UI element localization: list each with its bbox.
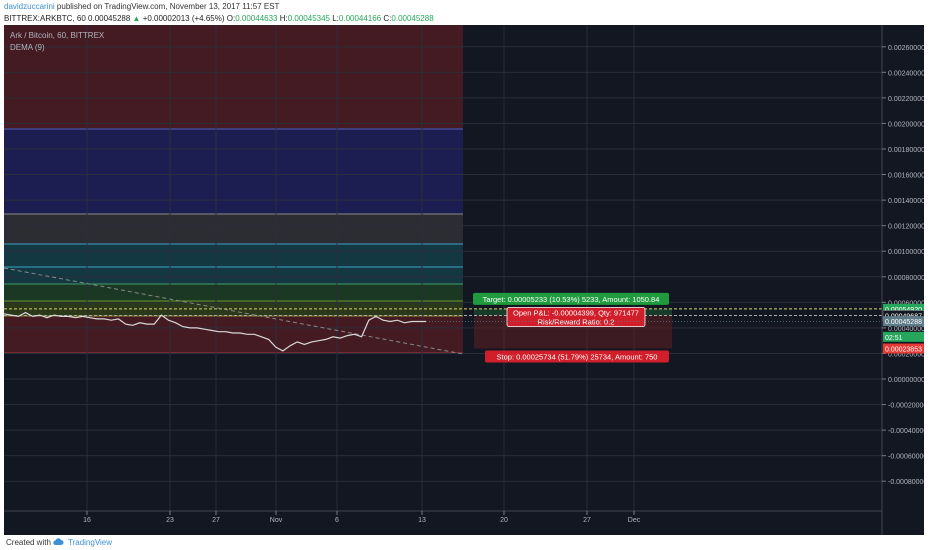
legend: Ark / Bitcoin, 60, BITTREX DEMA (9) xyxy=(10,31,105,52)
rr-label: Risk/Reward Ratio: 0.2 xyxy=(538,317,615,326)
close-label: C: xyxy=(383,14,392,23)
stop-label-bg xyxy=(485,350,669,363)
y-tick-label: 0.00020000 xyxy=(888,351,924,358)
y-tick-label: -0.00060000 xyxy=(888,454,924,461)
fib-zone-teal xyxy=(4,244,463,284)
y-tick-label: -0.00040000 xyxy=(888,428,924,435)
open-value: 0.00044633 xyxy=(235,14,278,23)
fib-retracement xyxy=(4,25,463,354)
change-text: +0.00002013 (+4.65%) xyxy=(142,14,225,23)
x-tick-label: 16 xyxy=(83,517,91,524)
symbol-text: BITTREX:ARKBTC, 60 xyxy=(4,14,86,23)
y-tick-label: 0.00240000 xyxy=(888,70,924,77)
symbol-ohlc-line: BITTREX:ARKBTC, 60 0.00045288 ▲ +0.00002… xyxy=(4,14,434,23)
y-tick-label: -0.00080000 xyxy=(888,479,924,486)
price-level-tag xyxy=(883,343,924,354)
y-tick-label: 0.00200000 xyxy=(888,121,924,128)
author-link[interactable]: davidzuccarini xyxy=(4,2,55,11)
tradingview-cloud-icon xyxy=(53,538,64,545)
legend-title: Ark / Bitcoin, 60, BITTREX xyxy=(10,31,105,40)
open-label: O: xyxy=(226,14,236,23)
x-tick-label: 20 xyxy=(500,517,508,524)
created-with-text: Created with xyxy=(6,538,51,547)
x-tick-label: 13 xyxy=(418,517,426,524)
legend-indicator: DEMA (9) xyxy=(10,43,45,52)
price-axis[interactable]: 0.00260000 0.00240000 0.00220000 0.00200000… xyxy=(881,25,924,535)
pnl-label: Open P&L: -0.00004399, Qty: 971477 xyxy=(513,308,639,317)
x-tick-label: 23 xyxy=(166,517,174,524)
x-tick-label: 27 xyxy=(583,517,591,524)
tradingview-brand[interactable]: TradingView xyxy=(68,538,113,547)
grid-lines xyxy=(4,25,882,511)
price-level-tag xyxy=(883,331,924,342)
price-line xyxy=(4,311,426,352)
chart-area[interactable]: Target: 0.00005233 (10.53%) 5233, Amount… xyxy=(4,25,924,535)
publish-line: davidzuccarini published on TradingView.… xyxy=(4,2,279,11)
y-tick-label: 0.00140000 xyxy=(888,198,924,205)
price-series xyxy=(4,311,882,352)
x-tick-label: Nov xyxy=(270,517,283,524)
published-text: published on TradingView.com, November 1… xyxy=(54,2,280,11)
x-tick-label: 27 xyxy=(212,517,220,524)
low-value: 0.00044166 xyxy=(338,14,382,23)
fib-zone-bottom-red xyxy=(4,316,463,353)
long-position-tool[interactable]: Target: 0.00005233 (10.53%) 5233, Amount… xyxy=(4,292,882,363)
y-tick-label: 0.00220000 xyxy=(888,96,924,103)
up-arrow-icon: ▲ xyxy=(132,14,141,23)
y-tick-label: 0.00000000 xyxy=(888,377,924,384)
y-tick-label: 0.00080000 xyxy=(888,275,924,282)
y-tick-label: 0.00260000 xyxy=(888,45,924,52)
time-axis[interactable]: 16 23 27 Nov 6 13 20 27 Dec xyxy=(4,510,882,524)
y-tick-label: 0.00180000 xyxy=(888,147,924,154)
y-tick-label: -0.00020000 xyxy=(888,403,924,410)
y-tick-label: 0.00040000 xyxy=(888,326,924,333)
x-tick-label: Dec xyxy=(628,517,641,524)
price-level-tag xyxy=(883,316,924,327)
chart-canvas[interactable]: Target: 0.00005233 (10.53%) 5233, Amount… xyxy=(4,25,924,535)
price-axis-bg xyxy=(882,25,924,535)
fib-zone-olive xyxy=(4,301,463,316)
last-price: 0.00045288 xyxy=(88,14,131,23)
fib-zone-top-red xyxy=(4,25,463,129)
price-level-tag xyxy=(883,303,924,314)
x-tick-label: 6 xyxy=(335,517,339,524)
fib-zone-gray xyxy=(4,214,463,244)
pnl-box xyxy=(506,307,646,327)
footer: Created with TradingView xyxy=(0,535,932,550)
y-tick-label: 0.00100000 xyxy=(888,249,924,256)
price-level-label: 0.00023853 xyxy=(885,347,922,354)
close-value: 0.00045288 xyxy=(391,14,434,23)
trend-line[interactable] xyxy=(4,267,464,355)
high-value: 0.00045345 xyxy=(287,14,330,23)
target-label-bg xyxy=(473,292,669,305)
fib-zone-blue xyxy=(4,129,463,214)
price-level-label: 02:51 xyxy=(885,335,903,342)
low-label: L: xyxy=(332,14,339,23)
target-label: Target: 0.00005233 (10.53%) 5233, Amount… xyxy=(483,295,660,304)
price-level-label: 0.00045288 xyxy=(885,319,922,326)
stop-label: Stop: 0.00025734 (51.79%) 25734, Amount:… xyxy=(497,352,658,361)
y-tick-label: 0.00160000 xyxy=(888,173,924,180)
y-tick-label: 0.00120000 xyxy=(888,224,924,231)
high-label: H: xyxy=(279,14,288,23)
